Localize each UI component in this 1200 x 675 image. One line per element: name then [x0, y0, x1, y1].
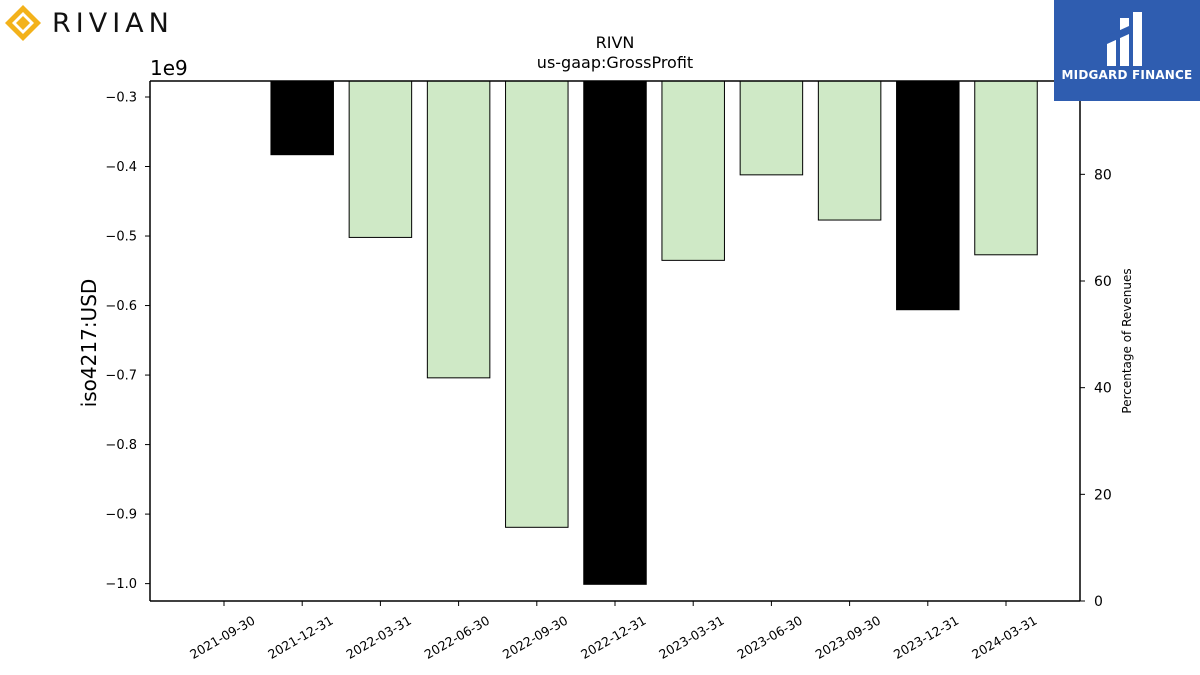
midgard-emblem-icon — [1107, 12, 1142, 66]
y-tick-label: −0.5 — [105, 230, 137, 245]
y2-tick-label: 0 — [1094, 594, 1103, 610]
y2-tick-label: 80 — [1094, 167, 1112, 183]
y-tick-label: −0.7 — [105, 369, 137, 384]
bar — [426, 80, 491, 379]
y2-axis-label: Percentage of Revenues — [1120, 268, 1134, 413]
bar — [661, 80, 725, 261]
y-tick-label: −0.4 — [105, 160, 137, 175]
y-offset-label: 1e9 — [150, 56, 188, 80]
x-tick-label: 2022-12-31 — [578, 613, 648, 662]
y-tick-label: −0.3 — [105, 90, 137, 105]
y-tick-label: −0.8 — [105, 438, 137, 453]
midgard-finance-logo: MIDGARD FINANCE — [1054, 0, 1200, 101]
x-tick-label: 2022-03-31 — [343, 613, 413, 662]
x-tick-label: 2022-09-30 — [500, 613, 570, 662]
bar — [583, 80, 647, 585]
bar — [348, 80, 413, 238]
y2-tick-label: 60 — [1094, 274, 1112, 290]
bar — [817, 80, 882, 221]
x-tick-label: 2023-06-30 — [734, 613, 804, 662]
rivian-diamond-icon — [5, 5, 41, 41]
x-tick-label: 2021-09-30 — [187, 613, 257, 662]
rivian-logo-text: RIVIAN — [52, 8, 174, 39]
bar — [270, 80, 334, 156]
y2-tick-label: 40 — [1094, 381, 1112, 397]
y-tick-label: −0.9 — [105, 508, 137, 523]
y-tick-label: −1.0 — [105, 577, 137, 592]
bar — [739, 80, 804, 176]
bar — [505, 80, 569, 528]
rivian-logo: RIVIAN — [4, 4, 194, 42]
chart-title: RIVN — [596, 33, 635, 52]
y-tick-label: −0.6 — [105, 299, 137, 314]
x-tick-label: 2023-03-31 — [656, 613, 726, 662]
x-tick-label: 2022-06-30 — [422, 613, 492, 662]
x-tick-label: 2023-09-30 — [813, 613, 883, 662]
bar — [896, 80, 960, 311]
x-tick-label: 2021-12-31 — [265, 613, 335, 662]
chart-subtitle: us-gaap:GrossProfit — [537, 53, 693, 72]
y-axis-label: iso4217:USD — [77, 279, 101, 408]
x-tick-label: 2023-12-31 — [891, 613, 961, 662]
midgard-logo-text: MIDGARD FINANCE — [1061, 68, 1193, 82]
bar — [974, 80, 1038, 256]
x-tick-label: 2024-03-31 — [969, 613, 1039, 662]
y2-tick-label: 20 — [1094, 487, 1112, 503]
